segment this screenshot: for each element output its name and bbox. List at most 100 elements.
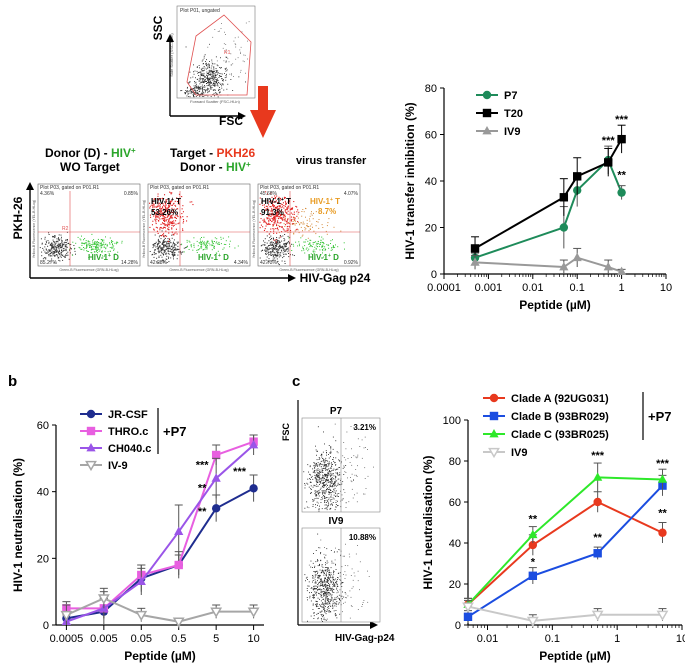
significance-mark: *** — [591, 450, 605, 462]
chart-b-neutralisation: 0 20 40 60 0.0005 0.005 0.05 0.5 5 10 Peptide (µM)… — [11, 408, 264, 663]
data-point — [211, 473, 221, 482]
panel-c-fsc-label: FSC — [281, 422, 291, 441]
series-line — [467, 605, 663, 622]
legend-entry: THRO.c — [108, 426, 148, 438]
data-point — [656, 610, 669, 621]
data-point — [528, 571, 538, 580]
y-tick-label: 40 — [425, 176, 437, 188]
hiv-d-label: HIV-1+ D — [308, 253, 339, 262]
y-tick-label: 80 — [425, 83, 437, 95]
legend-entry: CH040.c — [108, 443, 151, 455]
target-title: Target - — [170, 146, 216, 160]
svg-text:Target - PKH26: Target - PKH26 — [170, 146, 255, 160]
x-tick-label: 0.001 — [475, 282, 503, 294]
hiv-d-label: HIV-1+ D — [88, 253, 119, 262]
y-tick-label: 20 — [37, 553, 49, 565]
data-point — [604, 158, 613, 167]
series-clade-b-93br029- — [463, 474, 667, 623]
quadrant-ll-pct: 85.27% — [40, 260, 58, 266]
quadrant-plot-1: Plot P03, gated on P01.R14.36% 0.85% 85.27… — [32, 183, 141, 272]
legend-marker — [488, 447, 500, 459]
legend-marker — [86, 426, 96, 436]
legend-entry: P7 — [504, 90, 517, 102]
significance-mark: *** — [615, 114, 629, 126]
series-line — [474, 256, 622, 273]
quadrant-ylabel: Yellow-B Fluorescence (YEL-B-HLog) — [252, 200, 256, 258]
panel-label-b: b — [8, 373, 17, 390]
data-point — [248, 439, 259, 449]
ssc-label: SSC — [151, 15, 165, 40]
significance-mark: ** — [658, 507, 667, 519]
donor-subtitle: WO Target — [60, 160, 120, 174]
x-axis-label: Peptide (µM) — [124, 649, 196, 663]
scatter-title: Plot P01, ungated — [180, 8, 220, 14]
data-point — [559, 193, 569, 202]
panel-c-xlabel: HIV-Gag-p24 — [335, 633, 395, 644]
hiv-t-label: HIV-1+ T — [151, 197, 181, 206]
data-point — [136, 576, 146, 586]
data-point — [249, 484, 258, 493]
significance-mark: *** — [196, 459, 210, 471]
legend-group-label: +P7 — [163, 424, 187, 439]
y-tick-label: 60 — [449, 497, 461, 509]
data-point — [593, 472, 603, 481]
data-point — [172, 617, 185, 628]
legend: JR-CSF THRO.c CH040.c IV-9 +P7 — [80, 408, 187, 472]
quadrant-ll-pct: 42.28% — [150, 260, 168, 266]
y-tick-label: 0 — [43, 620, 49, 632]
legend-marker — [489, 393, 499, 403]
x-tick-label: 5 — [213, 633, 219, 645]
significance-mark: * — [531, 557, 536, 569]
x-tick-label: 0.1 — [570, 282, 585, 294]
chart-c-neutralisation: 0 20 40 60 80 100 0.01 0.1 1 10 Peptide (µM) HIV-1 … — [421, 392, 685, 663]
fsc-label: FSC — [219, 114, 243, 128]
series-jr-csf — [62, 474, 258, 625]
legend: P7 T20 IV9 — [476, 90, 523, 138]
legend-marker — [482, 125, 492, 135]
y-tick-label: 100 — [443, 415, 461, 427]
y-axis-label: HIV-1 neutralisation (%) — [421, 455, 435, 589]
hiv-orange-pct: 8.7% — [318, 207, 336, 216]
y-tick-label: 60 — [37, 420, 49, 432]
data-point — [657, 474, 668, 483]
y-tick-label: 20 — [425, 223, 437, 235]
series-clade-c-93br025- — [463, 462, 668, 611]
data-point — [211, 450, 221, 460]
data-point — [97, 594, 110, 605]
data-point — [528, 540, 538, 550]
y-tick-label: 80 — [449, 456, 461, 468]
data-point — [617, 188, 626, 197]
legend-entry: Clade C (93BR025) — [511, 429, 609, 441]
x-tick-label: 10 — [660, 282, 672, 294]
data-point — [559, 261, 569, 271]
quadrant-xlabel: Green-B Fluorescence (GRN-B-HLog) — [279, 268, 338, 272]
series-line — [65, 597, 254, 623]
hiv-t-label: HIV-1+ T — [261, 197, 291, 206]
series-line — [66, 440, 254, 610]
series-line — [467, 484, 664, 618]
data-point — [470, 257, 480, 266]
hiv-gag-label: HIV-Gag p24 — [300, 271, 371, 285]
data-point — [470, 244, 480, 253]
data-point — [247, 607, 260, 618]
quadrant-plot-title: Plot P03, gated on P01.R1 — [260, 185, 319, 191]
quadrant-ul-pct: 4.36% — [40, 191, 55, 197]
panel-c-flow: FSC HIV-Gag-p24 P7 3.21% IV9 10.88% — [281, 400, 395, 644]
x-tick-label: 0.1 — [545, 633, 560, 645]
legend-marker — [482, 90, 492, 100]
x-tick-label: 10 — [676, 633, 685, 645]
x-tick-label: 0.01 — [477, 633, 498, 645]
panel-c-flow-pct: 3.21% — [353, 423, 376, 432]
pkh26-label: PKH-26 — [11, 196, 25, 239]
series-line — [467, 500, 663, 606]
data-point — [462, 602, 474, 613]
data-point — [211, 504, 221, 513]
hiv-d-label: HIV-1+ D — [198, 253, 229, 262]
series-line — [66, 487, 255, 620]
x-tick-label: 0.0005 — [50, 633, 84, 645]
scatter-fsc-ssc: Plot P01, ungated R1 Side Scatter (SSC-H… — [169, 5, 256, 104]
scatter-dots — [180, 21, 250, 98]
significance-mark: ** — [593, 532, 602, 544]
legend-entry: JR-CSF — [108, 409, 148, 421]
